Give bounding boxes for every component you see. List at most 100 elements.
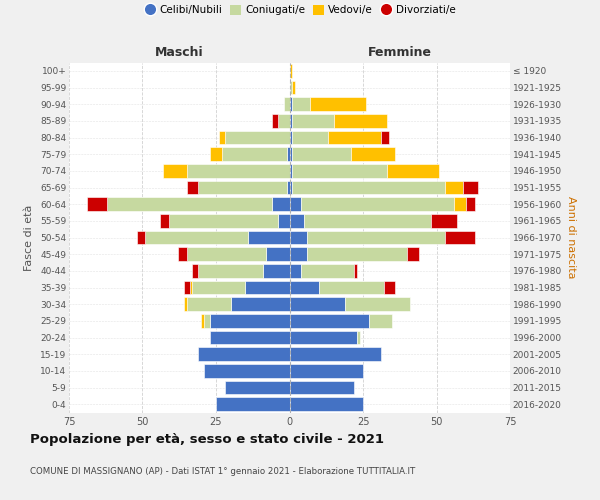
Bar [272, 198, 290, 211]
Bar [222, 148, 287, 161]
Bar [301, 198, 454, 211]
Bar [304, 214, 431, 228]
Y-axis label: Anni di nascita: Anni di nascita [566, 196, 576, 278]
Bar [278, 114, 290, 128]
Bar [307, 248, 407, 261]
Bar [290, 314, 369, 328]
Bar [380, 130, 389, 144]
Text: Maschi: Maschi [155, 46, 203, 59]
Bar [301, 264, 354, 278]
Bar [310, 98, 366, 111]
Bar [190, 280, 193, 294]
Bar [187, 298, 230, 311]
Bar [290, 280, 319, 294]
Bar [202, 314, 204, 328]
Bar [187, 180, 199, 194]
Bar [290, 248, 307, 261]
Bar [278, 214, 290, 228]
Bar [290, 398, 363, 411]
Bar [204, 364, 290, 378]
Bar [187, 248, 266, 261]
Bar [210, 148, 222, 161]
Bar [290, 80, 292, 94]
Bar [210, 314, 290, 328]
Bar [210, 330, 290, 344]
Bar [187, 164, 290, 177]
Bar [290, 380, 354, 394]
Bar [386, 164, 439, 177]
Bar [357, 330, 360, 344]
Bar [184, 298, 187, 311]
Bar [219, 130, 225, 144]
Bar [290, 64, 292, 78]
Bar [319, 280, 383, 294]
Bar [463, 180, 478, 194]
Bar [263, 264, 290, 278]
Bar [199, 348, 290, 361]
Bar [290, 130, 292, 144]
Legend: Celibi/Nubili, Coniugati/e, Vedovi/e, Divorziati/e: Celibi/Nubili, Coniugati/e, Vedovi/e, Di… [140, 1, 460, 20]
Bar [216, 398, 290, 411]
Bar [290, 164, 292, 177]
Bar [431, 214, 457, 228]
Bar [184, 280, 190, 294]
Bar [107, 198, 272, 211]
Bar [163, 164, 187, 177]
Bar [290, 198, 301, 211]
Bar [328, 130, 380, 144]
Bar [266, 248, 290, 261]
Bar [290, 364, 363, 378]
Bar [225, 380, 290, 394]
Bar [290, 114, 292, 128]
Bar [290, 230, 307, 244]
Bar [466, 198, 475, 211]
Text: Popolazione per età, sesso e stato civile - 2021: Popolazione per età, sesso e stato civil… [30, 432, 384, 446]
Text: Femmine: Femmine [368, 46, 432, 59]
Bar [292, 164, 386, 177]
Bar [225, 130, 290, 144]
Bar [284, 98, 290, 111]
Y-axis label: Fasce di età: Fasce di età [25, 204, 34, 270]
Text: COMUNE DI MASSIGNANO (AP) - Dati ISTAT 1° gennaio 2021 - Elaborazione TUTTITALIA: COMUNE DI MASSIGNANO (AP) - Dati ISTAT 1… [30, 468, 415, 476]
Bar [160, 214, 169, 228]
Bar [445, 180, 463, 194]
Bar [169, 214, 278, 228]
Bar [290, 348, 380, 361]
Bar [204, 314, 210, 328]
Bar [199, 264, 263, 278]
Bar [292, 80, 295, 94]
Bar [248, 230, 290, 244]
Bar [290, 264, 301, 278]
Bar [230, 298, 290, 311]
Bar [292, 98, 310, 111]
Bar [290, 298, 346, 311]
Bar [245, 280, 290, 294]
Bar [292, 114, 334, 128]
Bar [287, 148, 290, 161]
Bar [199, 180, 287, 194]
Bar [193, 264, 199, 278]
Bar [193, 280, 245, 294]
Bar [178, 248, 187, 261]
Bar [290, 180, 292, 194]
Bar [454, 198, 466, 211]
Bar [290, 214, 304, 228]
Bar [346, 298, 410, 311]
Bar [292, 148, 351, 161]
Bar [445, 230, 475, 244]
Bar [272, 114, 278, 128]
Bar [369, 314, 392, 328]
Bar [290, 330, 357, 344]
Bar [354, 264, 357, 278]
Bar [334, 114, 386, 128]
Bar [145, 230, 248, 244]
Bar [137, 230, 145, 244]
Bar [290, 98, 292, 111]
Bar [86, 198, 107, 211]
Bar [292, 130, 328, 144]
Bar [290, 148, 292, 161]
Bar [383, 280, 395, 294]
Bar [407, 248, 419, 261]
Bar [307, 230, 445, 244]
Bar [351, 148, 395, 161]
